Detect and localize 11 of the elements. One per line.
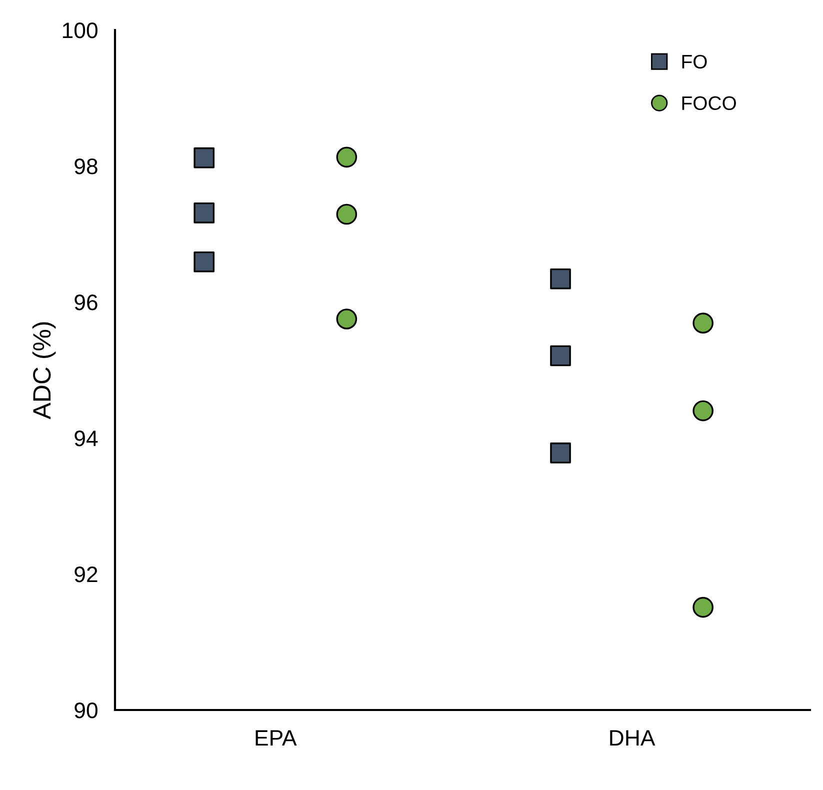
y-tick-label: 94 xyxy=(74,430,98,446)
y-tick-label: 96 xyxy=(74,294,98,310)
y-axis-title: ADC (%) xyxy=(32,322,56,420)
y-tick-label: 92 xyxy=(74,566,98,582)
y-tick-label: 90 xyxy=(74,702,98,718)
y-tick-label: 98 xyxy=(74,158,98,174)
legend-label: FO xyxy=(682,54,707,69)
x-tick-label: EPA xyxy=(256,730,297,746)
x-tick-label: DHA xyxy=(610,730,656,746)
y-tick-label: 100 xyxy=(62,22,98,38)
legend-label: FOCO xyxy=(682,96,736,110)
